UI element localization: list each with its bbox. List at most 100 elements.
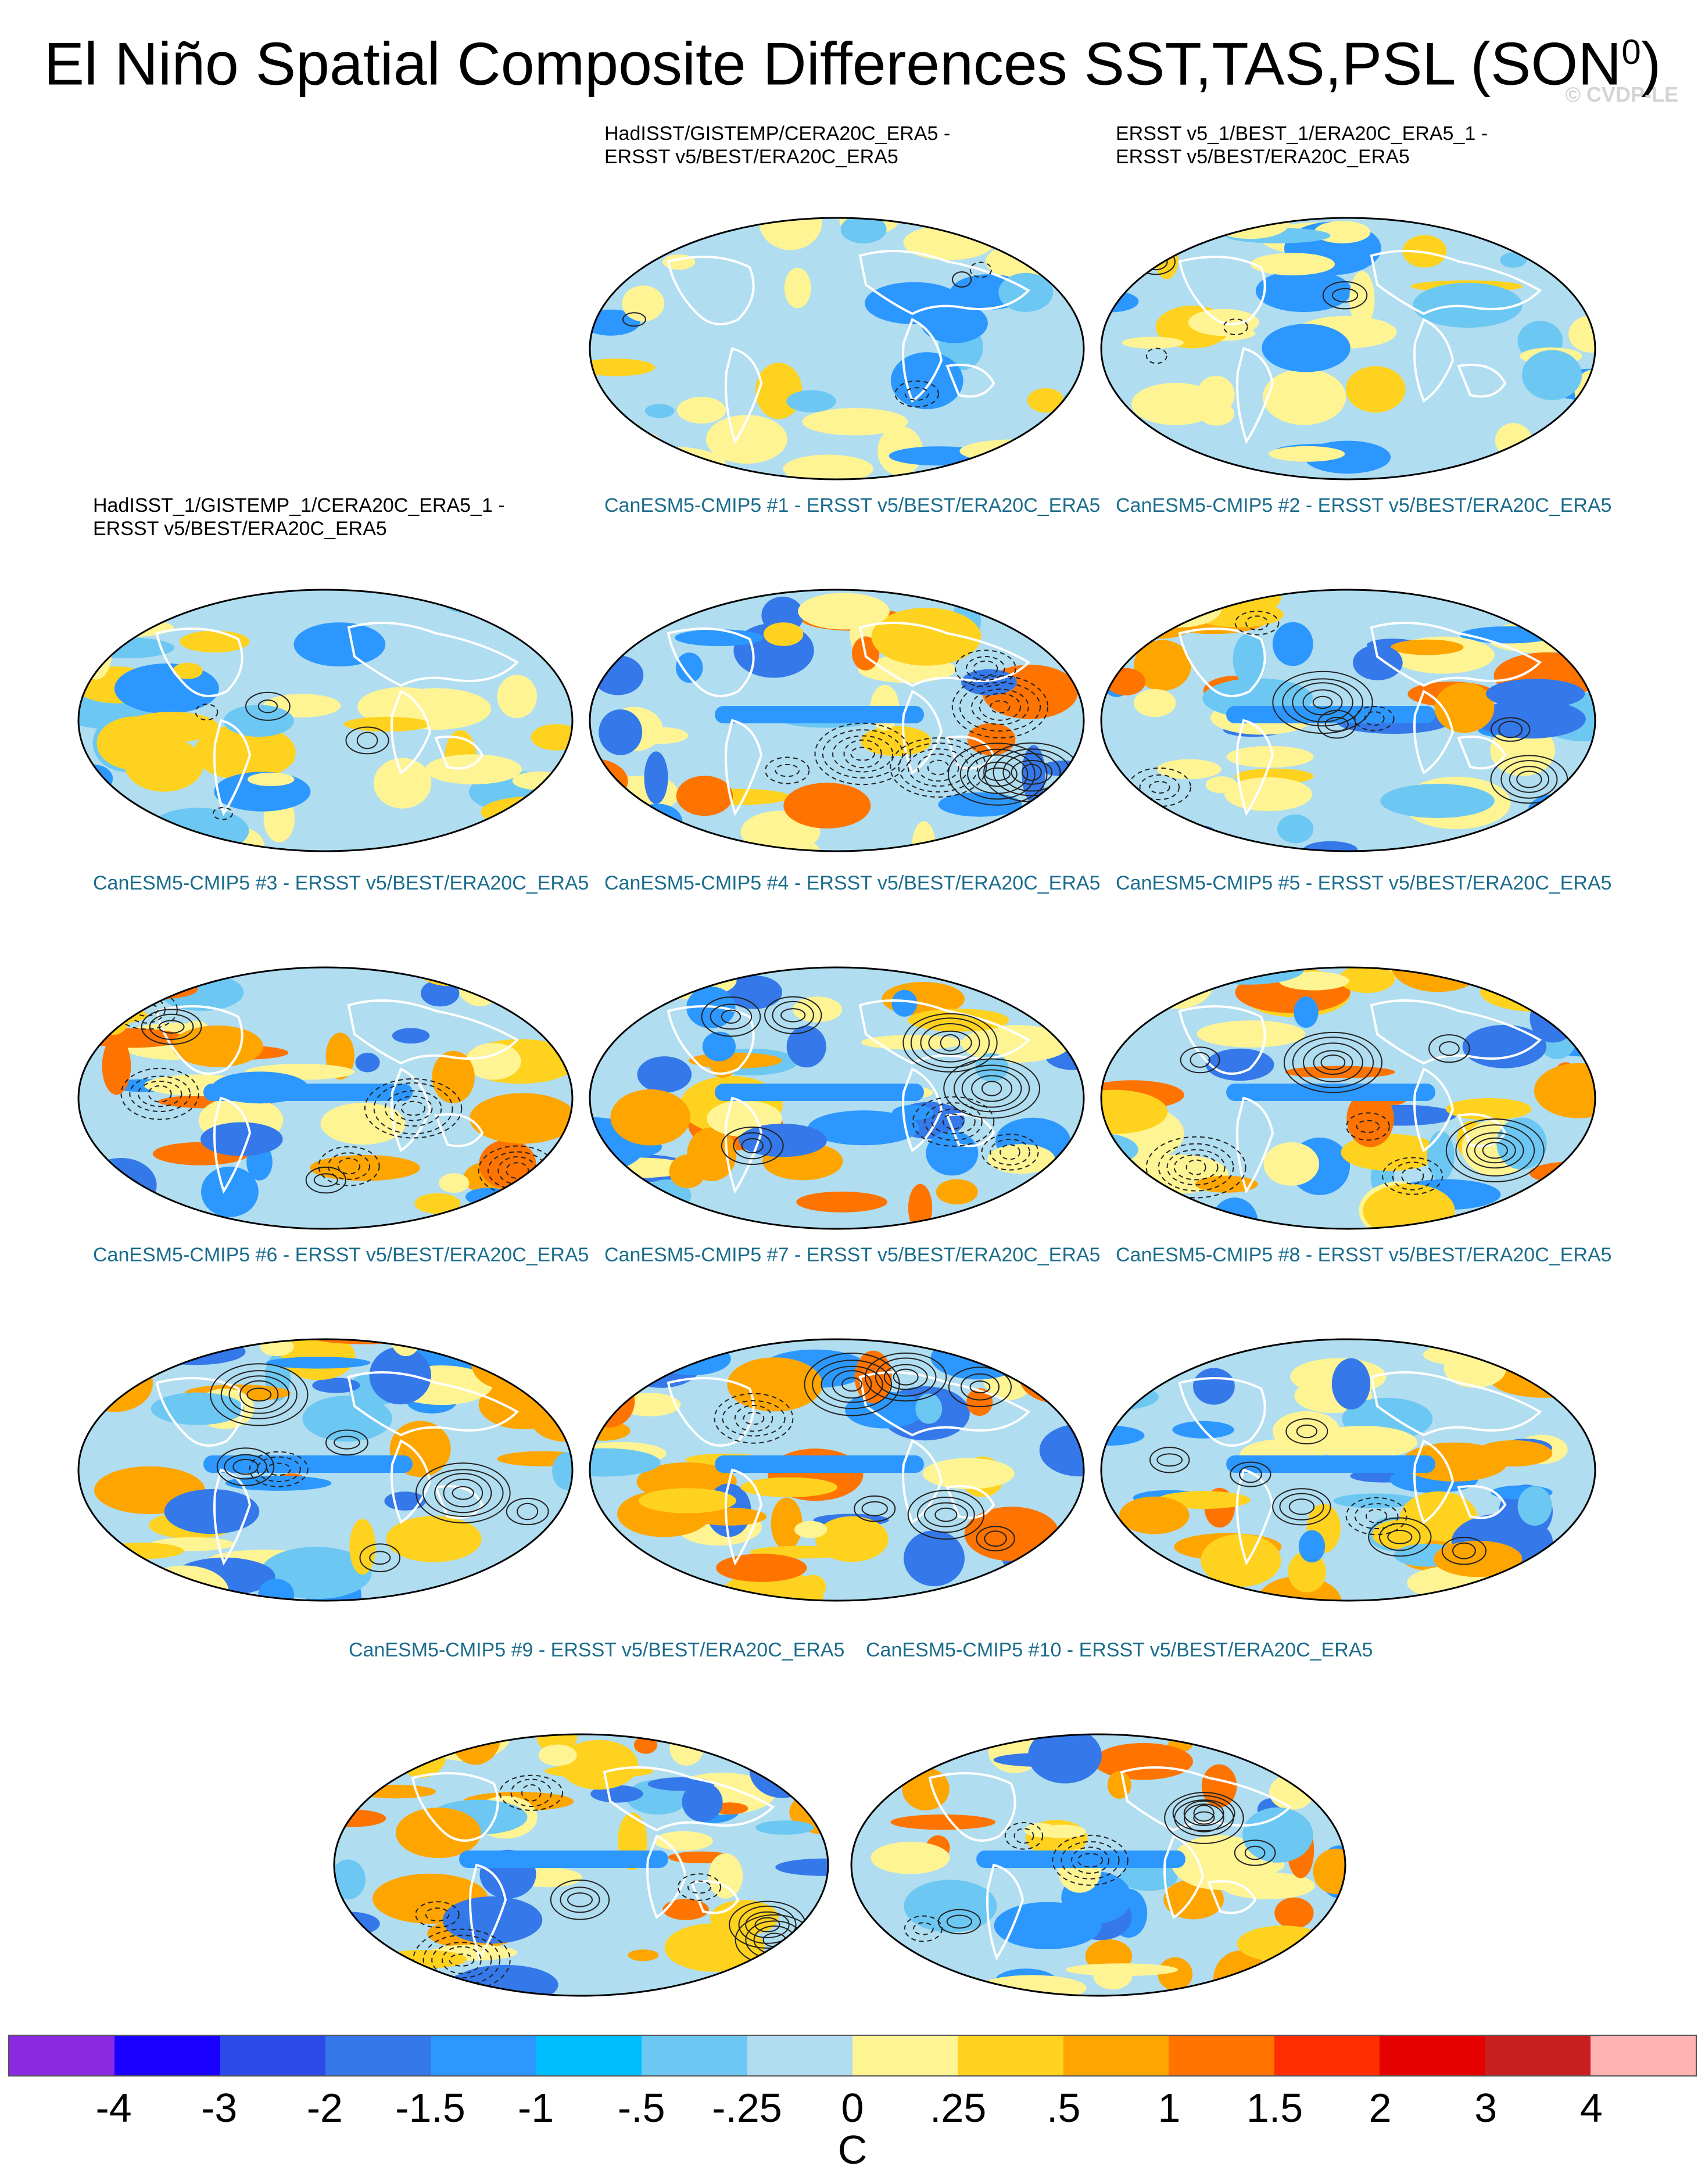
colorbar-tick-label: .5 xyxy=(1047,2085,1081,2131)
anomaly-patch xyxy=(465,1043,521,1080)
anomaly-patch xyxy=(654,1831,713,1851)
coastline xyxy=(945,1485,995,1519)
anomaly-patch xyxy=(599,709,643,755)
psl-contour xyxy=(506,1497,549,1526)
psl-contour xyxy=(948,1367,1012,1407)
equatorial-anomaly-band xyxy=(715,1084,924,1101)
psl-contour xyxy=(946,1914,972,1929)
anomaly-patch xyxy=(1101,985,1123,1010)
anomaly-patch xyxy=(1065,1963,1179,1977)
psl-contour xyxy=(422,1469,504,1518)
map-outline xyxy=(333,1733,829,1997)
anomaly-patch xyxy=(1333,1493,1418,1508)
psl-contour xyxy=(937,1909,981,1935)
psl-contour xyxy=(981,1134,1039,1171)
psl-contour xyxy=(780,1008,806,1023)
psl-contour xyxy=(114,989,178,1030)
psl-contour xyxy=(337,1157,361,1175)
map-panel: CanESM5-CMIP5 #10 - ERSST v5/BEST/ERA20C… xyxy=(848,1638,1373,1999)
anomaly-patch xyxy=(159,974,244,1011)
psl-contour xyxy=(907,748,969,787)
coastline xyxy=(667,256,755,325)
psl-contour xyxy=(1292,1037,1374,1089)
anomaly-patch xyxy=(592,655,644,695)
anomaly-patch xyxy=(312,1378,360,1393)
psl-contour xyxy=(148,1085,172,1103)
psl-contour xyxy=(924,1102,983,1141)
anomaly-patch xyxy=(528,988,572,1012)
anomaly-patch xyxy=(675,652,703,683)
psl-contour xyxy=(1345,1497,1407,1536)
psl-contour xyxy=(959,748,1036,800)
anomaly-patch xyxy=(470,1093,572,1144)
anomaly-patch xyxy=(1331,1358,1370,1410)
psl-contour xyxy=(924,1502,968,1527)
anomaly-patch xyxy=(1380,784,1495,818)
psl-contour xyxy=(984,767,1011,781)
anomaly-patch xyxy=(755,1820,814,1835)
anomaly-patch xyxy=(1313,1848,1345,1894)
anomaly-patch xyxy=(1274,1897,1314,1929)
psl-contour xyxy=(369,1551,391,1565)
anomaly-patch xyxy=(1031,967,1084,991)
psl-contour xyxy=(305,1166,346,1194)
psl-contour xyxy=(517,1502,539,1520)
coastline xyxy=(1413,690,1455,775)
anomaly-patch xyxy=(1500,252,1527,268)
world-map xyxy=(589,1338,1085,1602)
psl-contour xyxy=(521,1784,542,1802)
anomaly-patch xyxy=(440,973,541,987)
map-outline xyxy=(77,589,574,852)
panel-label-line: CanESM5-CMIP5 #2 - ERSST v5/BEST/ERA20C_… xyxy=(1116,494,1612,517)
anomaly-patch xyxy=(1193,1368,1235,1405)
anomaly-patch xyxy=(716,1554,807,1582)
psl-contour xyxy=(256,1456,301,1483)
psl-contour xyxy=(149,1013,194,1040)
psl-contour xyxy=(733,1132,772,1160)
anomaly-patch xyxy=(1491,1361,1595,1398)
anomaly-patch xyxy=(1025,972,1070,1006)
equatorial-anomaly-band xyxy=(1226,1455,1435,1473)
colorbar-swatch xyxy=(642,2036,747,2075)
anomaly-patch xyxy=(994,1902,1102,1949)
anomaly-patch xyxy=(590,783,633,836)
anomaly-patch xyxy=(1101,1089,1168,1134)
anomaly-patch xyxy=(511,1382,572,1425)
psl-contour xyxy=(1303,1042,1363,1082)
psl-contour xyxy=(971,1075,1013,1102)
psl-contour xyxy=(246,1387,272,1402)
psl-contour xyxy=(120,1067,199,1120)
coastline xyxy=(725,719,763,816)
psl-contour xyxy=(431,1942,492,1979)
anomaly-patch xyxy=(266,1357,371,1369)
anomaly-patch xyxy=(145,1339,246,1365)
panel-label-line: CanESM5-CMIP5 #6 - ERSST v5/BEST/ERA20C_… xyxy=(93,1244,589,1266)
map-outline xyxy=(589,966,1085,1230)
psl-contour xyxy=(910,1017,990,1068)
psl-contour xyxy=(821,1365,883,1403)
psl-contour xyxy=(1230,1461,1271,1487)
psl-contour xyxy=(1509,766,1550,793)
psl-contour xyxy=(393,1095,433,1121)
psl-contour xyxy=(917,1497,975,1533)
psl-contour xyxy=(960,1373,1000,1401)
psl-contour xyxy=(1011,759,1053,785)
anomaly-patch xyxy=(310,1154,421,1181)
colorbar-swatch xyxy=(9,2036,115,2075)
anomaly-patch xyxy=(658,967,692,977)
anomaly-patch xyxy=(356,1784,436,1799)
anomaly-patch xyxy=(644,751,668,804)
psl-contour xyxy=(1312,695,1333,709)
panel-label: HadISST_1/GISTEMP_1/CERA20C_ERA5_1 - ERSS… xyxy=(93,494,505,540)
credit-watermark: © CVDP-LE xyxy=(1565,83,1678,106)
anomaly-patch xyxy=(786,390,836,413)
anomaly-patch xyxy=(1345,366,1406,413)
coastline xyxy=(858,250,1031,315)
anomaly-patch xyxy=(904,1530,965,1587)
psl-contour xyxy=(931,1109,976,1135)
coastline xyxy=(603,1766,775,1832)
anomaly-patch xyxy=(392,1028,430,1044)
psl-contour xyxy=(1283,1031,1382,1093)
colorbar-swatch xyxy=(1063,2036,1169,2075)
psl-contour xyxy=(1387,1530,1413,1544)
